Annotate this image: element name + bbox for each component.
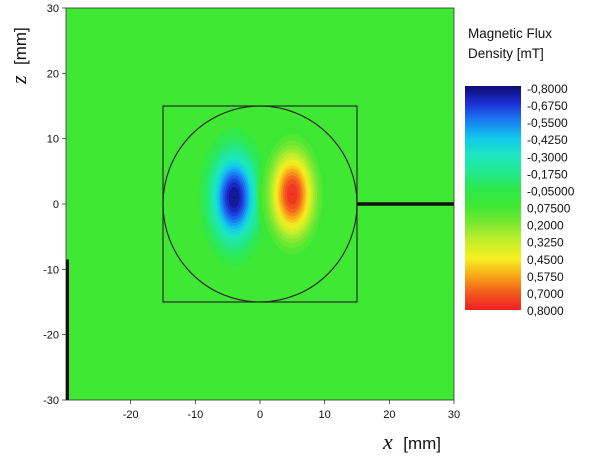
colorbar-label: 0,8000 [527, 304, 564, 318]
colorbar-label: -0,3000 [527, 150, 568, 164]
flux-contour [291, 193, 294, 196]
x-axis-label: x [mm] [382, 429, 441, 454]
colorbar-label: 0,3250 [527, 236, 564, 250]
plot-area [65, 7, 455, 401]
x-tick-label: 20 [383, 409, 395, 421]
colorbar-title-line-1: Magnetic Flux [468, 26, 552, 41]
y-axis-ticks: -30 -20 -10 0 10 20 30 [43, 3, 66, 407]
y-axis-unit: [mm] [11, 27, 30, 65]
x-axis-ticks: -20 -10 0 10 20 30 [123, 400, 460, 421]
y-axis-label: z [mm] [6, 27, 31, 85]
y-tick-label: -30 [43, 395, 59, 407]
colorbar-label: -0,8000 [527, 82, 568, 96]
flux-source-negative [257, 124, 328, 264]
overlay-layer [162, 105, 454, 303]
y-tick-label: -10 [43, 264, 59, 276]
x-axis-unit: [mm] [403, 434, 441, 453]
colorbar-label: 0,2000 [527, 219, 564, 233]
colorbar: Magnetic Flux Density [mT] -0,8000 -0,675… [465, 26, 575, 318]
colorbar-labels: -0,8000 -0,6750 -0,5500 -0,4250 -0,3000 -0,17… [527, 82, 575, 318]
flux-contour [233, 196, 236, 199]
flux-source-positive [199, 128, 270, 267]
heatmap-layer [199, 124, 328, 267]
x-tick-label: 0 [257, 409, 263, 421]
colorbar-label: -0,4250 [527, 133, 568, 147]
colorbar-label: -0,5500 [527, 116, 568, 130]
colorbar-label: -0,1750 [527, 167, 568, 181]
colorbar-label: 0,7000 [527, 287, 564, 301]
colorbar-label: 0,07500 [527, 202, 571, 216]
x-tick-label: -20 [123, 409, 139, 421]
colorbar-label: 0,4500 [527, 253, 564, 267]
y-tick-label: 20 [47, 68, 59, 80]
y-tick-label: -20 [43, 330, 59, 342]
y-tick-label: 10 [47, 134, 59, 146]
y-axis-symbol: z [6, 75, 31, 85]
x-axis-symbol: x [382, 429, 393, 454]
x-tick-label: 10 [319, 409, 331, 421]
y-tick-label: 30 [47, 3, 59, 15]
y-tick-label: 0 [53, 199, 59, 211]
colorbar-label: -0,6750 [527, 99, 568, 113]
colorbar-title-line-2: Density [mT] [468, 46, 544, 61]
x-tick-label: 30 [448, 409, 460, 421]
x-tick-label: -10 [187, 409, 203, 421]
colorbar-strip [465, 86, 521, 310]
colorbar-label: -0,05000 [527, 184, 575, 198]
colorbar-label: 0,5750 [527, 270, 564, 284]
